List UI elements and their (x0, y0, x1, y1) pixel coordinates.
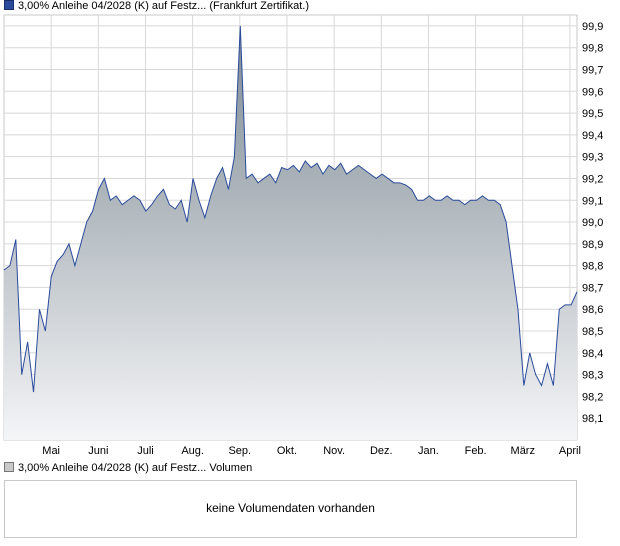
x-tick-label: Jan. (418, 445, 439, 457)
y-tick-label: 99,1 (582, 195, 603, 207)
y-tick-label: 99,4 (582, 130, 603, 142)
y-tick-label: 99,8 (582, 43, 603, 55)
y-tick-label: 98,5 (582, 326, 603, 338)
y-tick-label: 99,6 (582, 86, 603, 98)
x-tick-label: Nov. (323, 445, 345, 457)
volume-legend-swatch (4, 462, 14, 472)
x-tick-label: Juni (88, 445, 108, 457)
x-axis-ticks: Mai Juni Juli Aug. Sep. Okt. Nov. Dez. Jan. Feb. M… (42, 445, 581, 457)
y-tick-label: 99,2 (582, 173, 603, 185)
price-chart: 98,1 98,2 98,3 98,4 98,5 98,6 98,7 98,8 98,9 99,0… (3, 14, 603, 457)
y-tick-label: 98,8 (582, 261, 603, 273)
volume-panel: keine Volumendaten vorhanden (4, 480, 577, 538)
price-area (3, 25, 578, 441)
x-tick-label: Feb. (465, 445, 487, 457)
y-tick-label: 98,4 (582, 348, 603, 360)
x-tick-label: Aug. (181, 445, 204, 457)
x-tick-label: Sep. (228, 445, 251, 457)
price-legend: 3,00% Anleihe 04/2028 (K) auf Festz... (… (4, 0, 309, 13)
x-tick-label: März (511, 445, 535, 457)
y-tick-label: 98,1 (582, 413, 603, 425)
y-tick-label: 99,5 (582, 108, 603, 120)
x-tick-label: Mai (42, 445, 60, 457)
y-tick-label: 98,7 (582, 282, 603, 294)
x-tick-label: Juli (137, 445, 154, 457)
price-legend-label: 3,00% Anleihe 04/2028 (K) auf Festz... (… (18, 0, 310, 12)
price-area-fill (4, 25, 577, 441)
y-tick-label: 98,6 (582, 304, 603, 316)
volume-legend: 3,00% Anleihe 04/2028 (K) auf Festz... V… (4, 462, 252, 475)
x-tick-label: Dez. (370, 445, 393, 457)
volume-legend-label: 3,00% Anleihe 04/2028 (K) auf Festz... V… (18, 462, 253, 474)
y-axis-ticks: 98,1 98,2 98,3 98,4 98,5 98,6 98,7 98,8 98,9 99,0… (582, 21, 603, 425)
y-tick-label: 98,2 (582, 391, 603, 403)
y-tick-label: 99,0 (582, 217, 603, 229)
price-line (3, 25, 578, 393)
x-tick-label: April (559, 445, 581, 457)
y-tick-label: 98,3 (582, 370, 603, 382)
volume-empty-message: keine Volumendaten vorhanden (206, 501, 375, 515)
price-legend-swatch (4, 0, 14, 10)
y-tick-label: 98,9 (582, 239, 603, 251)
x-tick-label: Okt. (277, 445, 297, 457)
y-tick-label: 99,9 (582, 21, 603, 33)
y-tick-label: 99,7 (582, 64, 603, 76)
y-tick-label: 99,3 (582, 152, 603, 164)
